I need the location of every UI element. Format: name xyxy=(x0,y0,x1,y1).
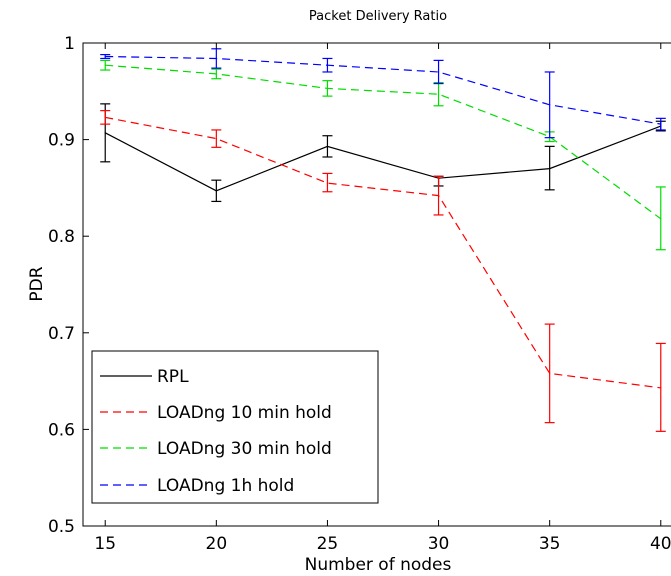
data-point xyxy=(326,182,329,184)
x-tick-label: 25 xyxy=(317,534,339,554)
legend-item: LOADng 10 min hold xyxy=(100,403,332,423)
legend-label: RPL xyxy=(157,367,189,387)
error-bar xyxy=(100,53,111,60)
series-line xyxy=(105,64,662,220)
series-loadng-1h-hold xyxy=(100,48,666,139)
plot-frame xyxy=(82,42,671,527)
data-point xyxy=(437,71,440,73)
series-line xyxy=(105,55,661,125)
legend-label: LOADng 30 min hold xyxy=(157,439,332,459)
legend-label: LOADng 10 min hold xyxy=(157,403,332,423)
x-axis-title: Number of nodes xyxy=(305,555,452,575)
x-tick-label: 15 xyxy=(94,534,116,554)
data-point xyxy=(215,73,217,75)
error-bar xyxy=(211,179,222,203)
series-layer xyxy=(100,48,666,432)
y-tick-label: 0.7 xyxy=(48,324,75,344)
y-tick-label: 0.6 xyxy=(48,420,75,440)
series-rpl xyxy=(100,103,666,203)
legend-item: RPL xyxy=(100,367,189,387)
y-tick-label: 0.5 xyxy=(48,517,75,537)
series-loadng-10-min-hold xyxy=(100,110,666,432)
data-point xyxy=(104,132,106,134)
legend: RPL LOADng 10 min hold LOADng 30 min hold L… xyxy=(91,350,379,504)
error-bar xyxy=(322,135,333,158)
data-point xyxy=(215,138,217,140)
data-point xyxy=(215,57,217,60)
series-line xyxy=(105,116,661,389)
series-line xyxy=(104,125,662,192)
series-loadng-30-min-hold xyxy=(100,59,666,251)
y-axis-title: PDR xyxy=(27,266,47,301)
data-point xyxy=(326,87,329,90)
error-bar xyxy=(322,80,333,97)
error-bar xyxy=(211,129,222,148)
error-bar xyxy=(433,59,444,85)
error-bar xyxy=(100,59,111,71)
y-tick-label: 1 xyxy=(64,34,75,54)
y-tick-label: 0.9 xyxy=(48,131,75,151)
legend-label: LOADng 1h hold xyxy=(157,476,294,496)
data-point xyxy=(549,104,551,106)
data-point xyxy=(549,167,551,170)
error-bar xyxy=(655,117,666,131)
plot-area xyxy=(82,42,671,527)
error-bar xyxy=(655,342,666,432)
y-tick-label: 0.8 xyxy=(48,227,75,247)
error-bar xyxy=(544,323,555,424)
data-point xyxy=(326,64,329,66)
data-point xyxy=(215,190,217,192)
error-bar xyxy=(211,68,222,80)
x-tick-label: 30 xyxy=(428,534,450,554)
data-point xyxy=(437,93,440,95)
data-point xyxy=(326,145,329,147)
data-point xyxy=(437,195,440,197)
data-point xyxy=(660,218,662,220)
error-bar xyxy=(544,71,555,139)
data-point xyxy=(660,123,662,125)
x-tick-label: 40 xyxy=(650,534,671,554)
data-point xyxy=(104,64,106,66)
data-point xyxy=(549,372,551,374)
error-bar xyxy=(322,172,333,193)
error-bar xyxy=(544,145,555,191)
error-bar xyxy=(433,175,444,216)
data-point xyxy=(104,55,106,58)
x-axis: 15 20 25 30 35 40 xyxy=(94,43,671,554)
y-axis: 0.5 0.6 0.7 0.8 0.9 1 xyxy=(48,34,89,537)
error-bar xyxy=(655,186,666,251)
chart-title: Packet Delivery Ratio xyxy=(309,9,447,24)
legend-item: LOADng 1h hold xyxy=(100,476,294,496)
legend-item: LOADng 30 min hold xyxy=(100,439,332,459)
data-point xyxy=(104,116,106,118)
x-tick-label: 20 xyxy=(206,534,228,554)
x-tick-label: 35 xyxy=(539,534,561,554)
data-point xyxy=(660,387,662,389)
error-bar xyxy=(322,57,333,73)
error-bar xyxy=(100,110,111,125)
